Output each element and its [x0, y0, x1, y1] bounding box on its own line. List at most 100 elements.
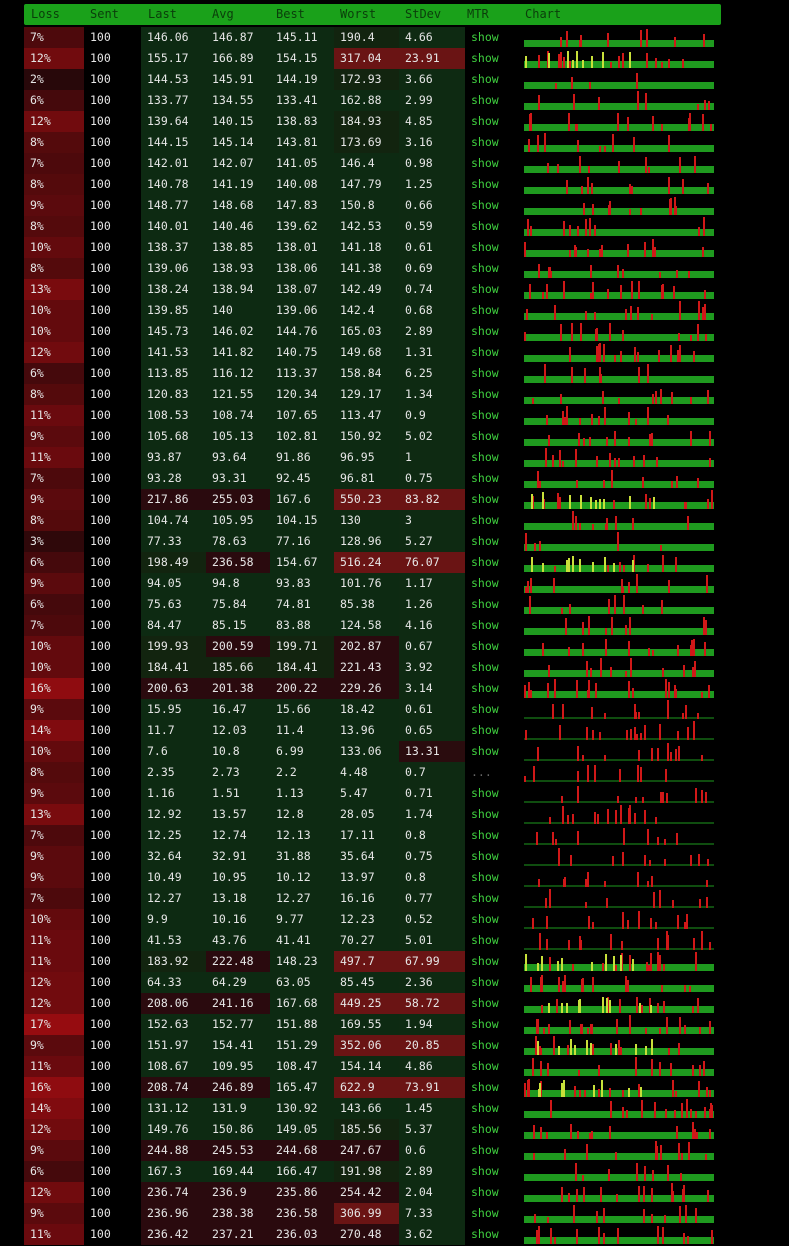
cell-last: 93.87 — [141, 447, 206, 468]
cell-sent: 100 — [84, 615, 141, 636]
cell-best: 235.86 — [270, 1182, 334, 1203]
mtr-show-link[interactable]: show — [465, 321, 505, 342]
mtr-show-link[interactable]: show — [465, 279, 505, 300]
mtr-show-link[interactable]: show — [465, 909, 505, 930]
mtr-show-link[interactable]: show — [465, 342, 505, 363]
mtr-show-link[interactable]: show — [465, 594, 505, 615]
cell-worst: 101.76 — [334, 573, 399, 594]
cell-last: 144.53 — [141, 69, 206, 90]
mtr-show-link[interactable]: show — [465, 468, 505, 489]
cell-last: 120.83 — [141, 384, 206, 405]
header-avg[interactable]: Avg — [212, 7, 234, 21]
mtr-show-link[interactable]: show — [465, 972, 505, 993]
mtr-show-link[interactable]: show — [465, 1035, 505, 1056]
mtr-show-link[interactable]: show — [465, 48, 505, 69]
mtr-show-link[interactable]: show — [465, 783, 505, 804]
mtr-show-link[interactable]: show — [465, 1098, 505, 1119]
mtr-show-link[interactable]: show — [465, 405, 505, 426]
cell-stdev: 0.69 — [399, 258, 465, 279]
latency-chart — [524, 384, 716, 405]
mtr-show-link[interactable]: show — [465, 1140, 505, 1161]
mtr-show-link[interactable]: show — [465, 447, 505, 468]
mtr-show-link[interactable]: show — [465, 1224, 505, 1245]
mtr-show-link[interactable]: show — [465, 825, 505, 846]
mtr-show-link[interactable]: show — [465, 1161, 505, 1182]
mtr-show-link[interactable]: show — [465, 1014, 505, 1035]
mtr-show-link[interactable]: show — [465, 300, 505, 321]
mtr-show-link[interactable]: show — [465, 636, 505, 657]
cell-last: 142.01 — [141, 153, 206, 174]
cell-loss: 11% — [24, 930, 84, 951]
mtr-show-link[interactable]: show — [465, 699, 505, 720]
mtr-show-link[interactable]: show — [465, 720, 505, 741]
mtr-show-link[interactable]: show — [465, 69, 505, 90]
header-mtr[interactable]: MTR — [467, 7, 489, 21]
mtr-show-link[interactable]: show — [465, 615, 505, 636]
mtr-show-link[interactable]: show — [465, 993, 505, 1014]
header-sent[interactable]: Sent — [90, 7, 119, 21]
mtr-show-link[interactable]: show — [465, 216, 505, 237]
cell-avg: 116.12 — [206, 363, 270, 384]
header-last[interactable]: Last — [148, 7, 177, 21]
latency-chart — [524, 741, 716, 762]
mtr-show-link[interactable]: show — [465, 552, 505, 573]
mtr-show-link[interactable]: show — [465, 510, 505, 531]
header-loss[interactable]: Loss — [31, 7, 60, 21]
mtr-show-link[interactable]: show — [465, 426, 505, 447]
mtr-show-link[interactable]: show — [465, 951, 505, 972]
cell-avg: 16.47 — [206, 699, 270, 720]
cell-loss: 16% — [24, 678, 84, 699]
mtr-show-link[interactable]: show — [465, 1203, 505, 1224]
mtr-show-link[interactable]: show — [465, 531, 505, 552]
cell-loss: 9% — [24, 489, 84, 510]
mtr-show-link[interactable]: show — [465, 132, 505, 153]
mtr-show-link[interactable]: show — [465, 888, 505, 909]
mtr-show-link[interactable]: show — [465, 1077, 505, 1098]
mtr-show-link[interactable]: show — [465, 1182, 505, 1203]
mtr-show-link[interactable]: ... — [465, 762, 505, 783]
cell-best: 12.13 — [270, 825, 334, 846]
mtr-show-link[interactable]: show — [465, 489, 505, 510]
cell-stdev: 1.17 — [399, 573, 465, 594]
mtr-show-link[interactable]: show — [465, 657, 505, 678]
cell-best: 200.22 — [270, 678, 334, 699]
mtr-show-link[interactable]: show — [465, 846, 505, 867]
mtr-show-link[interactable]: show — [465, 678, 505, 699]
cell-worst: 202.87 — [334, 636, 399, 657]
header-worst[interactable]: Worst — [340, 7, 377, 21]
mtr-show-link[interactable]: show — [465, 573, 505, 594]
cell-last: 144.15 — [141, 132, 206, 153]
cell-stdev: 76.07 — [399, 552, 465, 573]
cell-loss: 10% — [24, 657, 84, 678]
mtr-show-link[interactable]: show — [465, 195, 505, 216]
header-stdev[interactable]: StDev — [405, 7, 442, 21]
cell-sent: 100 — [84, 552, 141, 573]
cell-worst: 150.92 — [334, 426, 399, 447]
mtr-show-link[interactable]: show — [465, 363, 505, 384]
mtr-show-link[interactable]: show — [465, 384, 505, 405]
mtr-show-link[interactable]: show — [465, 804, 505, 825]
mtr-show-link[interactable]: show — [465, 153, 505, 174]
cell-loss: 9% — [24, 783, 84, 804]
latency-chart — [524, 69, 716, 90]
cell-loss: 10% — [24, 300, 84, 321]
cell-best: 9.77 — [270, 909, 334, 930]
table-row: 9% 100 15.95 16.47 15.66 18.42 0.61 show — [0, 699, 789, 720]
header-best[interactable]: Best — [276, 7, 305, 21]
mtr-show-link[interactable]: show — [465, 867, 505, 888]
cell-loss: 9% — [24, 1035, 84, 1056]
mtr-show-link[interactable]: show — [465, 90, 505, 111]
cell-last: 2.35 — [141, 762, 206, 783]
cell-worst: 147.79 — [334, 174, 399, 195]
mtr-show-link[interactable]: show — [465, 258, 505, 279]
mtr-show-link[interactable]: show — [465, 1056, 505, 1077]
latency-chart — [524, 27, 716, 48]
mtr-show-link[interactable]: show — [465, 741, 505, 762]
mtr-show-link[interactable]: show — [465, 111, 505, 132]
cell-worst: 13.97 — [334, 867, 399, 888]
mtr-show-link[interactable]: show — [465, 27, 505, 48]
mtr-show-link[interactable]: show — [465, 174, 505, 195]
mtr-show-link[interactable]: show — [465, 237, 505, 258]
mtr-show-link[interactable]: show — [465, 930, 505, 951]
mtr-show-link[interactable]: show — [465, 1119, 505, 1140]
